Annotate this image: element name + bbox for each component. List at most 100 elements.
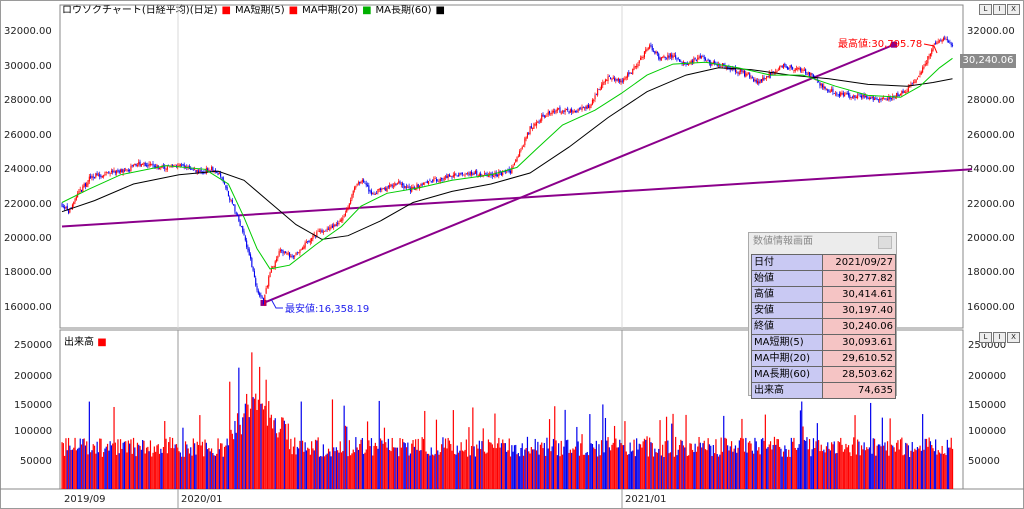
volume-bar <box>490 442 492 489</box>
volume-bar <box>418 450 421 489</box>
candle-body <box>533 123 535 129</box>
candle-body <box>628 72 630 75</box>
candle-body <box>146 165 148 167</box>
volume-bar <box>363 453 365 489</box>
candle-body <box>902 90 904 94</box>
volume-bar <box>573 449 575 489</box>
volume-bar <box>281 417 283 489</box>
volume-bar <box>483 451 486 489</box>
volume-bar <box>925 438 928 489</box>
volume-bar <box>793 437 795 489</box>
volume-bar <box>729 446 731 489</box>
volume-bar <box>305 450 308 489</box>
volume-bar <box>235 432 237 489</box>
volume-bar <box>438 454 440 489</box>
volume-bar <box>650 442 652 489</box>
volume-bar <box>199 415 201 489</box>
volume-bar <box>529 453 531 489</box>
volume-bar <box>641 447 643 489</box>
candle-body <box>706 60 708 62</box>
volume-bar <box>477 448 479 489</box>
volume-bar <box>572 448 574 489</box>
window-button-l[interactable]: L <box>979 4 992 15</box>
candle-body <box>156 164 158 168</box>
candle-body <box>497 174 499 176</box>
volume-bar <box>439 452 441 489</box>
volume-bar <box>223 446 226 489</box>
volume-bar <box>581 434 583 489</box>
volume-bar <box>524 449 526 489</box>
volume-bar <box>520 447 522 489</box>
volume-bar <box>821 451 824 489</box>
candle-body <box>227 191 229 197</box>
chart-legend: ロウソクチャート(日経平均)(日足) ■ MA短期(5) ■ MA中期(20) ■ MA長期… <box>62 4 449 18</box>
candle-body <box>82 186 84 192</box>
window-button-x[interactable]: X <box>1007 4 1020 15</box>
volume-bar <box>571 452 573 489</box>
date-axis: 2019/09 2020/01 2021/01 <box>64 494 667 505</box>
candle-body <box>502 172 504 176</box>
candle-body <box>532 127 534 129</box>
candle-body <box>343 216 345 218</box>
candle-body <box>294 255 296 257</box>
volume-bar <box>157 444 159 489</box>
candle-body <box>688 63 690 66</box>
candle-body <box>396 183 398 185</box>
volume-bar <box>522 455 525 489</box>
window-button-i[interactable]: I <box>993 4 1006 15</box>
volume-bar <box>504 443 506 489</box>
volume-bar <box>626 454 629 489</box>
volume-bar <box>896 442 898 489</box>
candle-body <box>558 108 560 109</box>
candle-body <box>122 169 124 174</box>
volume-bar <box>200 445 202 489</box>
volume-bar <box>548 419 551 489</box>
volume-bar <box>105 446 107 489</box>
candle-body <box>209 170 211 172</box>
candle-body <box>182 164 184 166</box>
candle-body <box>129 170 131 171</box>
volume-bar <box>158 453 161 489</box>
volume-bar <box>590 443 592 489</box>
volume-bar <box>773 436 776 489</box>
candle-body <box>841 93 843 94</box>
volume-bar <box>383 427 386 489</box>
volume-bar <box>210 448 213 489</box>
volume-bar <box>82 439 84 489</box>
candle-body <box>485 173 487 175</box>
info-panel-close-button[interactable] <box>878 236 892 249</box>
volume-window-button-x[interactable]: X <box>1007 332 1020 343</box>
volume-bar <box>357 449 360 489</box>
candle-body <box>234 204 236 212</box>
price-tick-right: 16000.00 <box>967 302 1015 313</box>
candle-body <box>335 224 337 226</box>
volume-window-button-l[interactable]: L <box>979 332 992 343</box>
volume-bar <box>103 452 105 489</box>
candle-body <box>250 254 252 259</box>
volume-bar <box>350 455 352 489</box>
candle-body <box>198 170 200 173</box>
volume-bar <box>413 446 415 489</box>
volume-bar <box>853 437 855 489</box>
price-tick: 32000.00 <box>4 26 52 37</box>
volume-bar <box>429 455 431 489</box>
volume-bar <box>366 421 369 489</box>
candle-body <box>342 217 344 221</box>
volume-bar <box>850 456 852 489</box>
volume-bar <box>291 454 293 489</box>
candle-body <box>274 261 276 268</box>
volume-bar <box>465 439 467 489</box>
candle-body <box>226 187 228 191</box>
candle-body <box>825 88 827 90</box>
volume-bar <box>138 444 140 489</box>
volume-window-button-i[interactable]: I <box>993 332 1006 343</box>
volume-bar <box>100 438 102 489</box>
volume-bar <box>855 454 857 489</box>
volume-bar <box>815 441 817 489</box>
candle-body <box>430 181 432 182</box>
volume-bar <box>265 379 267 489</box>
volume-bar <box>451 450 453 489</box>
candle-body <box>348 203 350 208</box>
info-panel[interactable]: 数値情報画面 日付 2021/09/27 始値 30,277.82 高値 30,414… <box>748 232 897 399</box>
